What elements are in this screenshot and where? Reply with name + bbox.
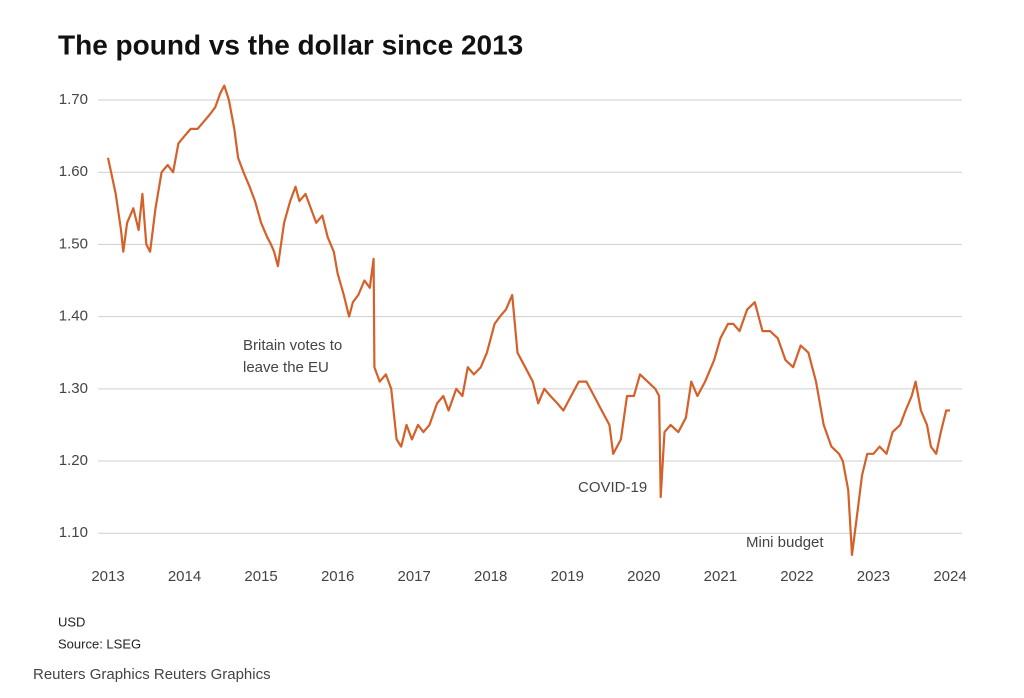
x-tick-label: 2021: [704, 568, 737, 585]
y-tick-label: 1.10: [59, 524, 88, 541]
unit-note: USD: [58, 614, 85, 629]
credit: Reuters Graphics Reuters Graphics: [33, 666, 271, 683]
annotation: leave the EU: [243, 359, 329, 376]
y-tick-label: 1.30: [59, 380, 88, 397]
chart-title: The pound vs the dollar since 2013: [58, 29, 523, 60]
y-tick-label: 1.20: [59, 452, 88, 469]
y-tick-label: 1.70: [59, 91, 88, 108]
y-tick-label: 1.60: [59, 163, 88, 180]
x-tick-label: 2014: [168, 568, 201, 585]
x-tick-label: 2017: [397, 568, 430, 585]
x-tick-label: 2013: [91, 568, 124, 585]
x-tick-label: 2019: [551, 568, 584, 585]
price-line: [106, 84, 950, 556]
y-tick-label: 1.50: [59, 235, 88, 252]
x-tick-label: 2015: [244, 568, 277, 585]
annotation: Mini budget: [746, 534, 824, 551]
x-tick-label: 2020: [627, 568, 660, 585]
annotation: Britain votes to: [243, 337, 342, 354]
x-tick-label: 2023: [857, 568, 890, 585]
source-note: Source: LSEG: [58, 636, 141, 651]
y-tick-label: 1.40: [59, 308, 88, 325]
x-tick-label: 2018: [474, 568, 507, 585]
x-tick-label: 2022: [780, 568, 813, 585]
x-tick-label: 2024: [933, 568, 966, 585]
annotation: COVID-19: [578, 479, 647, 496]
x-tick-label: 2016: [321, 568, 354, 585]
